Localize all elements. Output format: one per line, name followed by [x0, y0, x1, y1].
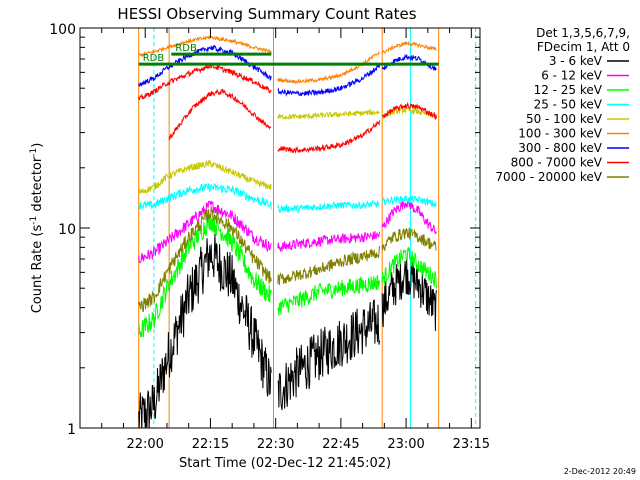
legend-label: 100 - 300 keV	[518, 127, 602, 141]
series-3	[138, 182, 437, 214]
series-line	[277, 108, 380, 121]
legend-header-line-1: Det 1,3,5,6,7,9,	[536, 26, 630, 40]
series-line	[138, 200, 272, 264]
series-line	[138, 182, 272, 211]
x-axis-label: Start Time (02-Dec-12 21:45:02)	[179, 456, 391, 471]
y-axis-label: Count Rate (s-1 detector-1)	[29, 143, 45, 314]
legend-label: 7000 - 20000 keV	[495, 170, 602, 184]
series-line	[138, 62, 272, 101]
flag-label: RDB	[143, 53, 165, 64]
series-4	[138, 105, 437, 194]
series-0	[138, 233, 437, 428]
plot-frame	[79, 27, 481, 429]
series-line	[381, 40, 437, 54]
series-line	[277, 231, 381, 253]
chart-title: HESSI Observing Summary Count Rates	[117, 5, 416, 23]
series-2	[138, 213, 437, 338]
series-line	[381, 194, 437, 208]
legend-header-line-2: FDecim 1, Att 0	[537, 40, 630, 54]
legend-label: 12 - 25 keV	[534, 83, 603, 97]
x-tick-label: 22:30	[257, 437, 294, 452]
series-line	[277, 199, 380, 214]
x-tick-label: 23:15	[453, 437, 490, 452]
x-tick-label: 22:45	[322, 437, 359, 452]
y-tick-label: 10	[58, 222, 76, 238]
series-line	[277, 64, 381, 97]
legend-label: 300 - 800 keV	[518, 141, 602, 155]
series-7	[138, 62, 437, 154]
series-line	[138, 206, 272, 312]
flag-label: RDB	[175, 43, 197, 54]
series-line	[138, 44, 272, 87]
series-line	[381, 256, 437, 332]
series-8	[138, 206, 437, 312]
legend-label: 25 - 50 keV	[534, 98, 603, 112]
series-line	[277, 51, 380, 84]
series-line	[277, 299, 381, 411]
y-tick-label: 100	[49, 22, 76, 38]
legend-label: 6 - 12 keV	[541, 69, 603, 83]
series-line	[138, 213, 272, 338]
series-1	[138, 198, 437, 264]
y-axis: 1 10 100	[49, 22, 480, 438]
series-line	[168, 88, 272, 141]
series-line	[138, 233, 272, 428]
series-line	[381, 227, 437, 251]
x-axis: 22:00 22:15 22:30 22:45 23:00 23:15	[101, 28, 490, 452]
series-line	[277, 120, 381, 154]
series-line	[381, 105, 437, 120]
plot-area: RDB RDB	[80, 28, 477, 428]
series-line	[381, 101, 437, 121]
series-line	[381, 198, 437, 235]
series-line	[138, 35, 272, 58]
series-line	[381, 246, 437, 289]
timestamp: 2-Dec-2012 20:49	[564, 467, 636, 476]
series-line	[381, 53, 437, 72]
legend-label: 3 - 6 keV	[549, 54, 603, 68]
legend-label: 800 - 7000 keV	[511, 156, 603, 170]
legend-label: 50 - 100 keV	[526, 112, 603, 126]
series-line	[138, 159, 272, 194]
y-tick-label: 1	[67, 422, 76, 438]
x-tick-label: 22:15	[192, 437, 229, 452]
x-tick-label: 22:00	[126, 437, 163, 452]
x-tick-label: 23:00	[387, 437, 424, 452]
series-line	[277, 275, 381, 316]
series-line	[277, 245, 381, 286]
